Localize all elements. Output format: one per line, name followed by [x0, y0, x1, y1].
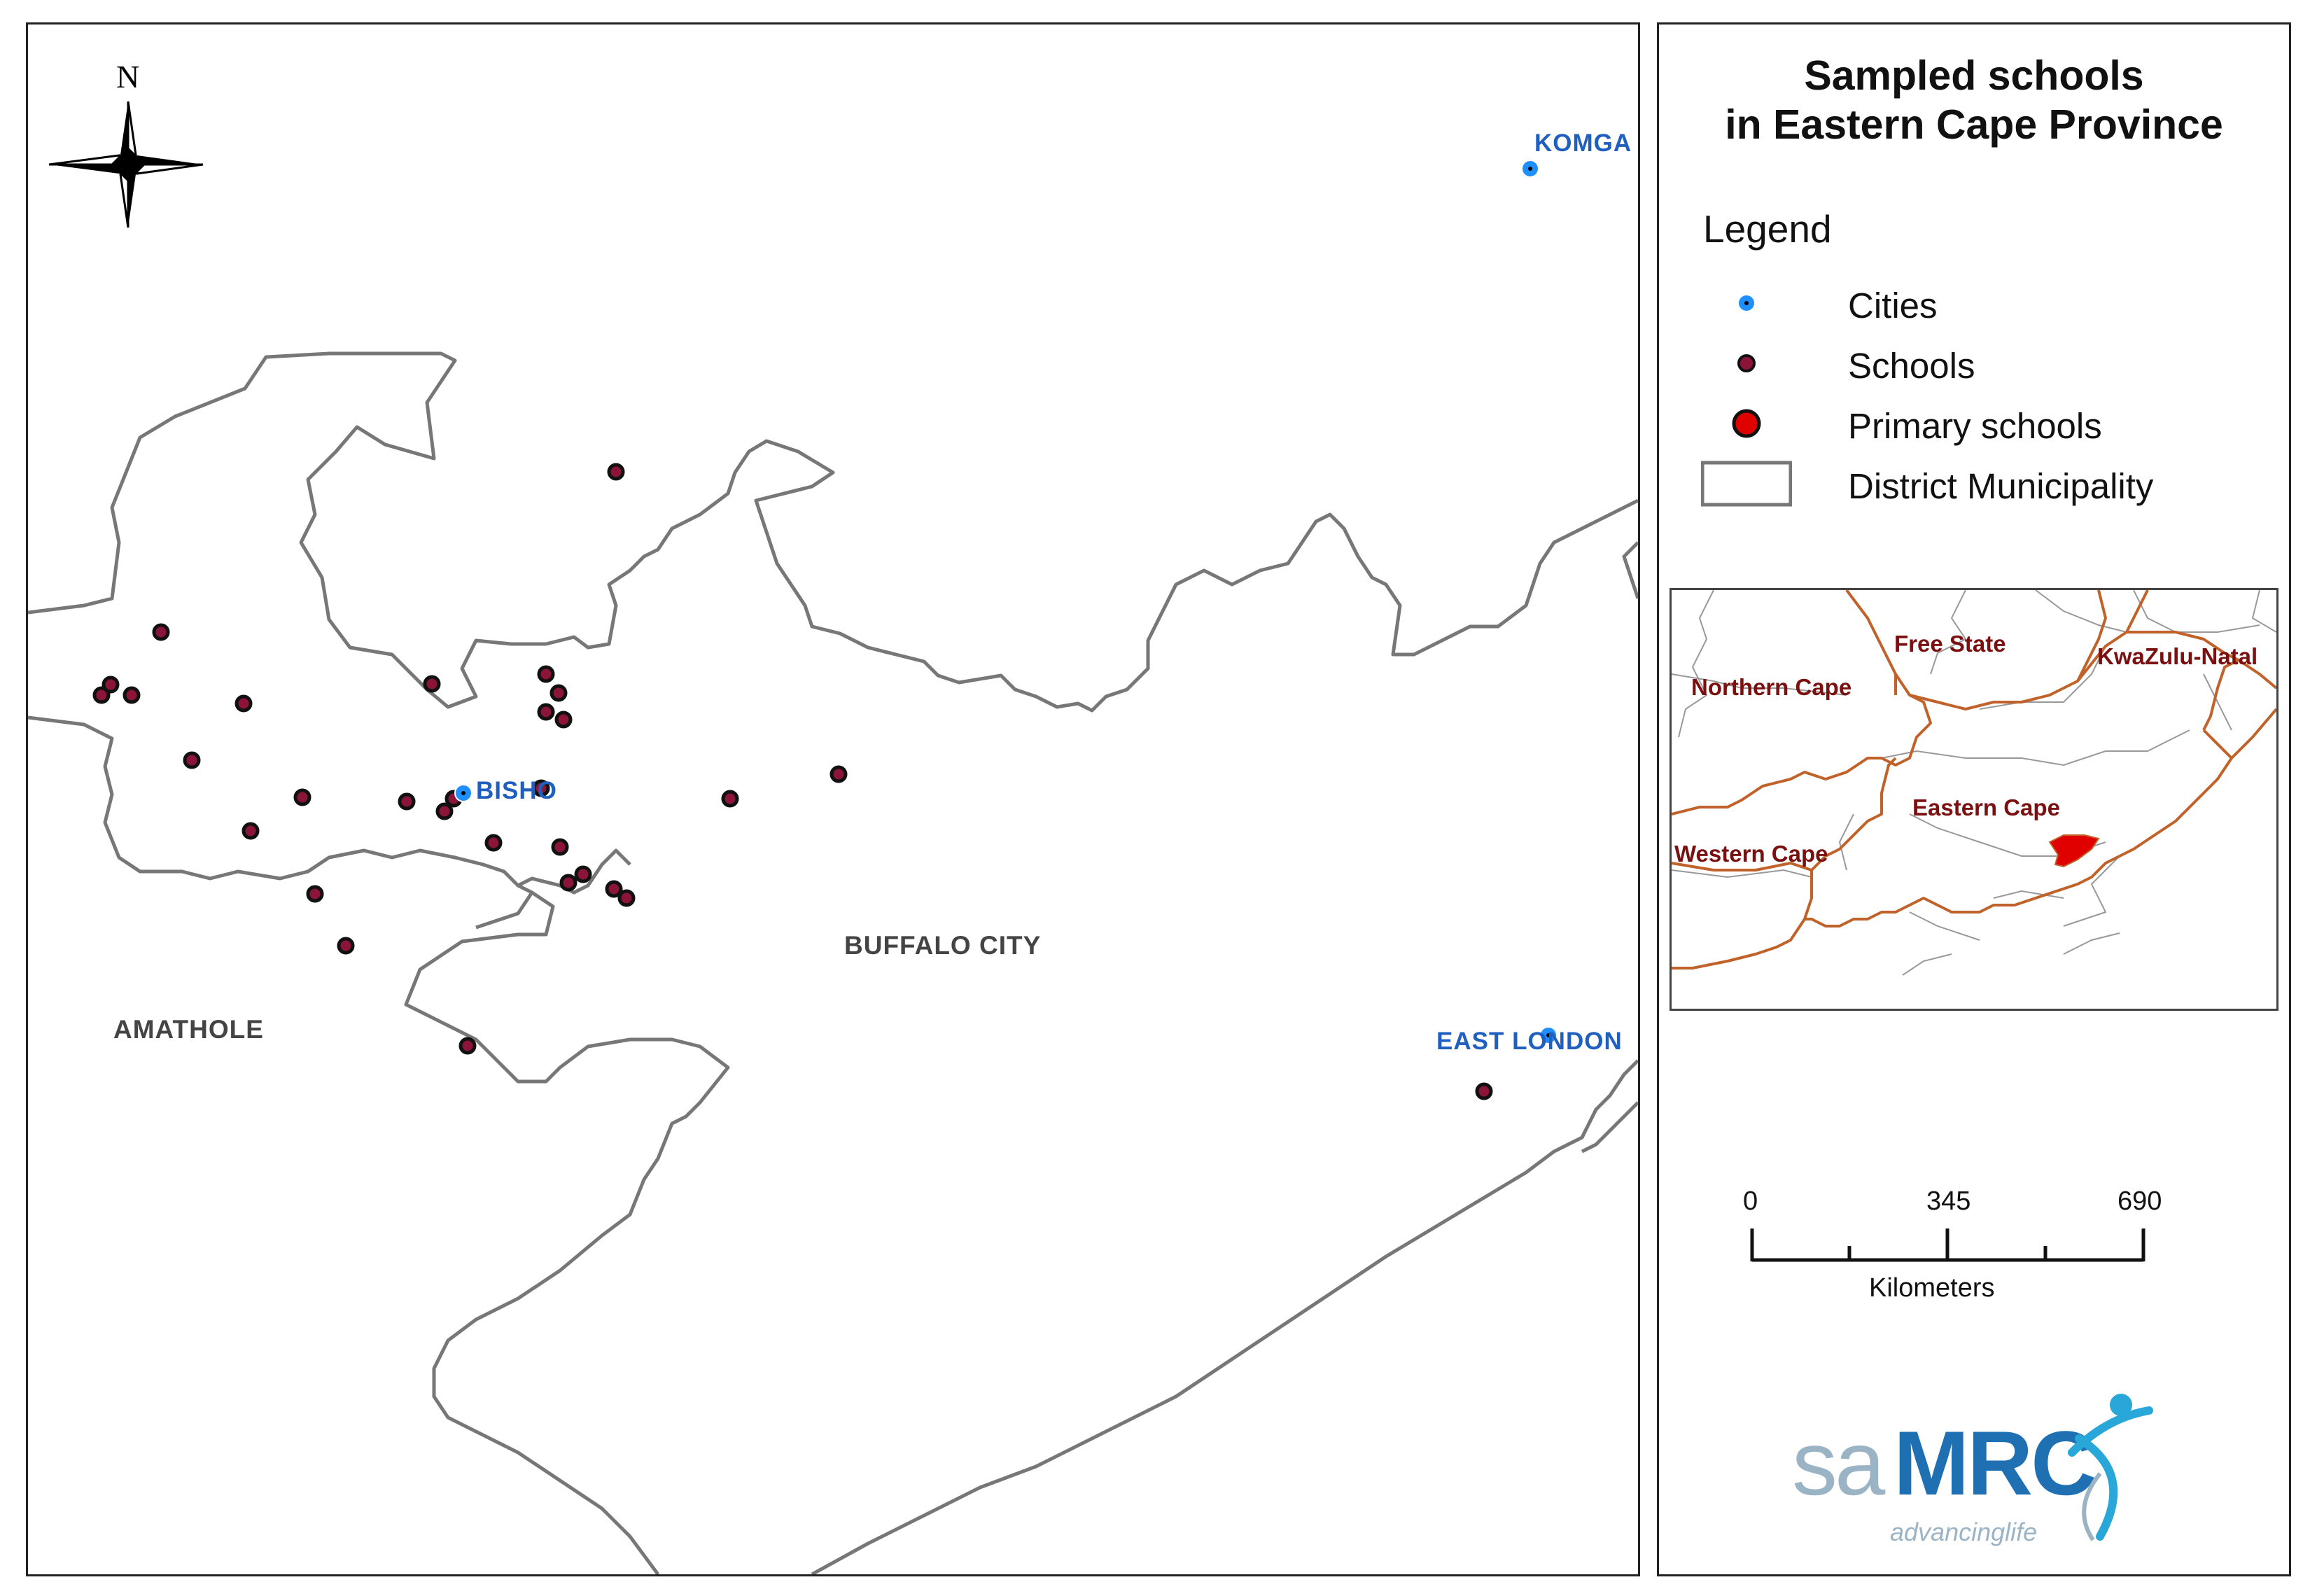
coastline	[811, 1059, 1638, 1574]
inset-label-eastern-cape: Eastern Cape	[1912, 794, 2060, 820]
title-line-1: Sampled schools	[1804, 52, 2144, 99]
district-boundaries	[28, 351, 1638, 1574]
title-line-2: in Eastern Cape Province	[1725, 102, 2223, 148]
school-marker	[484, 834, 503, 852]
legend-item-cities: Cities	[1701, 276, 2261, 332]
inset-label-western-cape: Western Cape	[1674, 841, 1828, 867]
scale-unit-label: Kilometers	[1869, 1273, 1995, 1303]
inset-canvas	[1672, 590, 2276, 976]
city-label-bisho: BISHO	[476, 777, 557, 804]
city-marker-center	[461, 791, 465, 795]
scale-tick-0: 0	[1743, 1186, 1758, 1216]
city-label-east-london: EAST LONDON	[1436, 1028, 1623, 1055]
school-marker	[532, 779, 550, 797]
city-marker-center	[1546, 1033, 1550, 1037]
scale-bar: 0 345 690 Kilometers	[1743, 1186, 2198, 1303]
school-marker	[435, 802, 454, 820]
legend-item-district-municipality: District Municipality	[1701, 457, 2261, 513]
legend-item-primary-schools: Primary schools	[1701, 397, 2261, 453]
school-marker	[559, 874, 578, 892]
scale-tick-690: 690	[2118, 1186, 2162, 1216]
school-marker	[830, 765, 848, 783]
legend-label-district-municipality: District Municipality	[1848, 466, 2154, 506]
logo-figure-icon	[2068, 1394, 2153, 1541]
north-arrow-icon	[48, 101, 204, 228]
school-marker	[550, 684, 568, 702]
logo-sa-text: sa	[1792, 1412, 1885, 1514]
school-marker	[551, 838, 569, 856]
scale-tick-345: 345	[1926, 1186, 1971, 1216]
school-marker	[574, 865, 592, 883]
school-marker	[337, 937, 355, 955]
school-marker	[122, 686, 141, 704]
primary-school-dot-icon	[1732, 409, 1761, 438]
amathole-east-notch	[1622, 541, 1638, 599]
school-marker	[1475, 1082, 1493, 1100]
coastline-inner	[1581, 1101, 1638, 1154]
school-marker	[605, 880, 623, 898]
city-marker-center	[1528, 167, 1532, 171]
school-marker	[92, 686, 111, 704]
school-marker	[607, 463, 625, 481]
north-label: N	[116, 59, 139, 94]
map-canvas: N	[28, 59, 1638, 1574]
amathole-north-boundary	[28, 351, 1638, 713]
district-label-buffalo-city: BUFFALO CITY	[844, 931, 1042, 960]
school-marker	[537, 665, 555, 683]
legend-title: Legend	[1703, 207, 1832, 251]
school-marker	[617, 889, 636, 907]
school-marker	[183, 751, 201, 769]
school-marker	[423, 675, 441, 693]
school-marker	[398, 792, 416, 811]
legend-label-cities: Cities	[1848, 286, 1938, 326]
buffalo-city-west-boundary	[404, 883, 730, 1574]
legend-label-schools: Schools	[1848, 346, 1975, 386]
map-panel: N KOMGA BISHO EAST LONDON AMATHOLE BUFFA…	[26, 22, 1640, 1576]
city-dot-icon	[1737, 294, 1756, 312]
inset-province-lines	[1672, 590, 2276, 969]
school-marker	[234, 694, 253, 713]
school-marker	[554, 710, 573, 729]
district-label-amathole: AMATHOLE	[113, 1015, 264, 1044]
school-marker	[293, 788, 312, 806]
amathole-west-boundary	[28, 715, 631, 895]
samrc-logo: sa MRC advancinglife	[1792, 1390, 2156, 1564]
inset-label-free-state: Free State	[1894, 631, 2006, 657]
logo-mrc-text: MRC	[1893, 1412, 2096, 1514]
school-marker	[458, 1037, 477, 1055]
inset-label-northern-cape: Northern Cape	[1691, 674, 1852, 700]
inset-map: Free State KwaZulu-Natal Northern Cape E…	[1670, 588, 2278, 1011]
inset-highlight-area	[2048, 834, 2100, 868]
city-label-komga: KOMGA	[1534, 130, 1632, 157]
school-marker	[152, 623, 170, 641]
school-marker	[241, 822, 260, 840]
district-box-icon	[1701, 461, 1792, 507]
school-marker	[306, 885, 324, 903]
logo-tagline: advancinglife	[1890, 1518, 2038, 1546]
inset-label-kwazulu-natal: KwaZulu-Natal	[2097, 643, 2258, 669]
map-title: Sampled schools in Eastern Cape Province	[1659, 51, 2289, 149]
legend-label-primary-schools: Primary schools	[1848, 406, 2102, 446]
side-panel: Sampled schools in Eastern Cape Province…	[1657, 22, 2291, 1576]
school-marker	[721, 790, 739, 808]
school-dot-icon	[1737, 354, 1756, 372]
school-marker	[537, 703, 555, 721]
scale-bar-graphic	[1750, 1228, 2146, 1262]
cities-layer	[454, 160, 1558, 1044]
schools-layer	[92, 463, 1493, 1100]
legend-item-schools: Schools	[1701, 337, 2261, 393]
school-marker	[102, 676, 120, 694]
